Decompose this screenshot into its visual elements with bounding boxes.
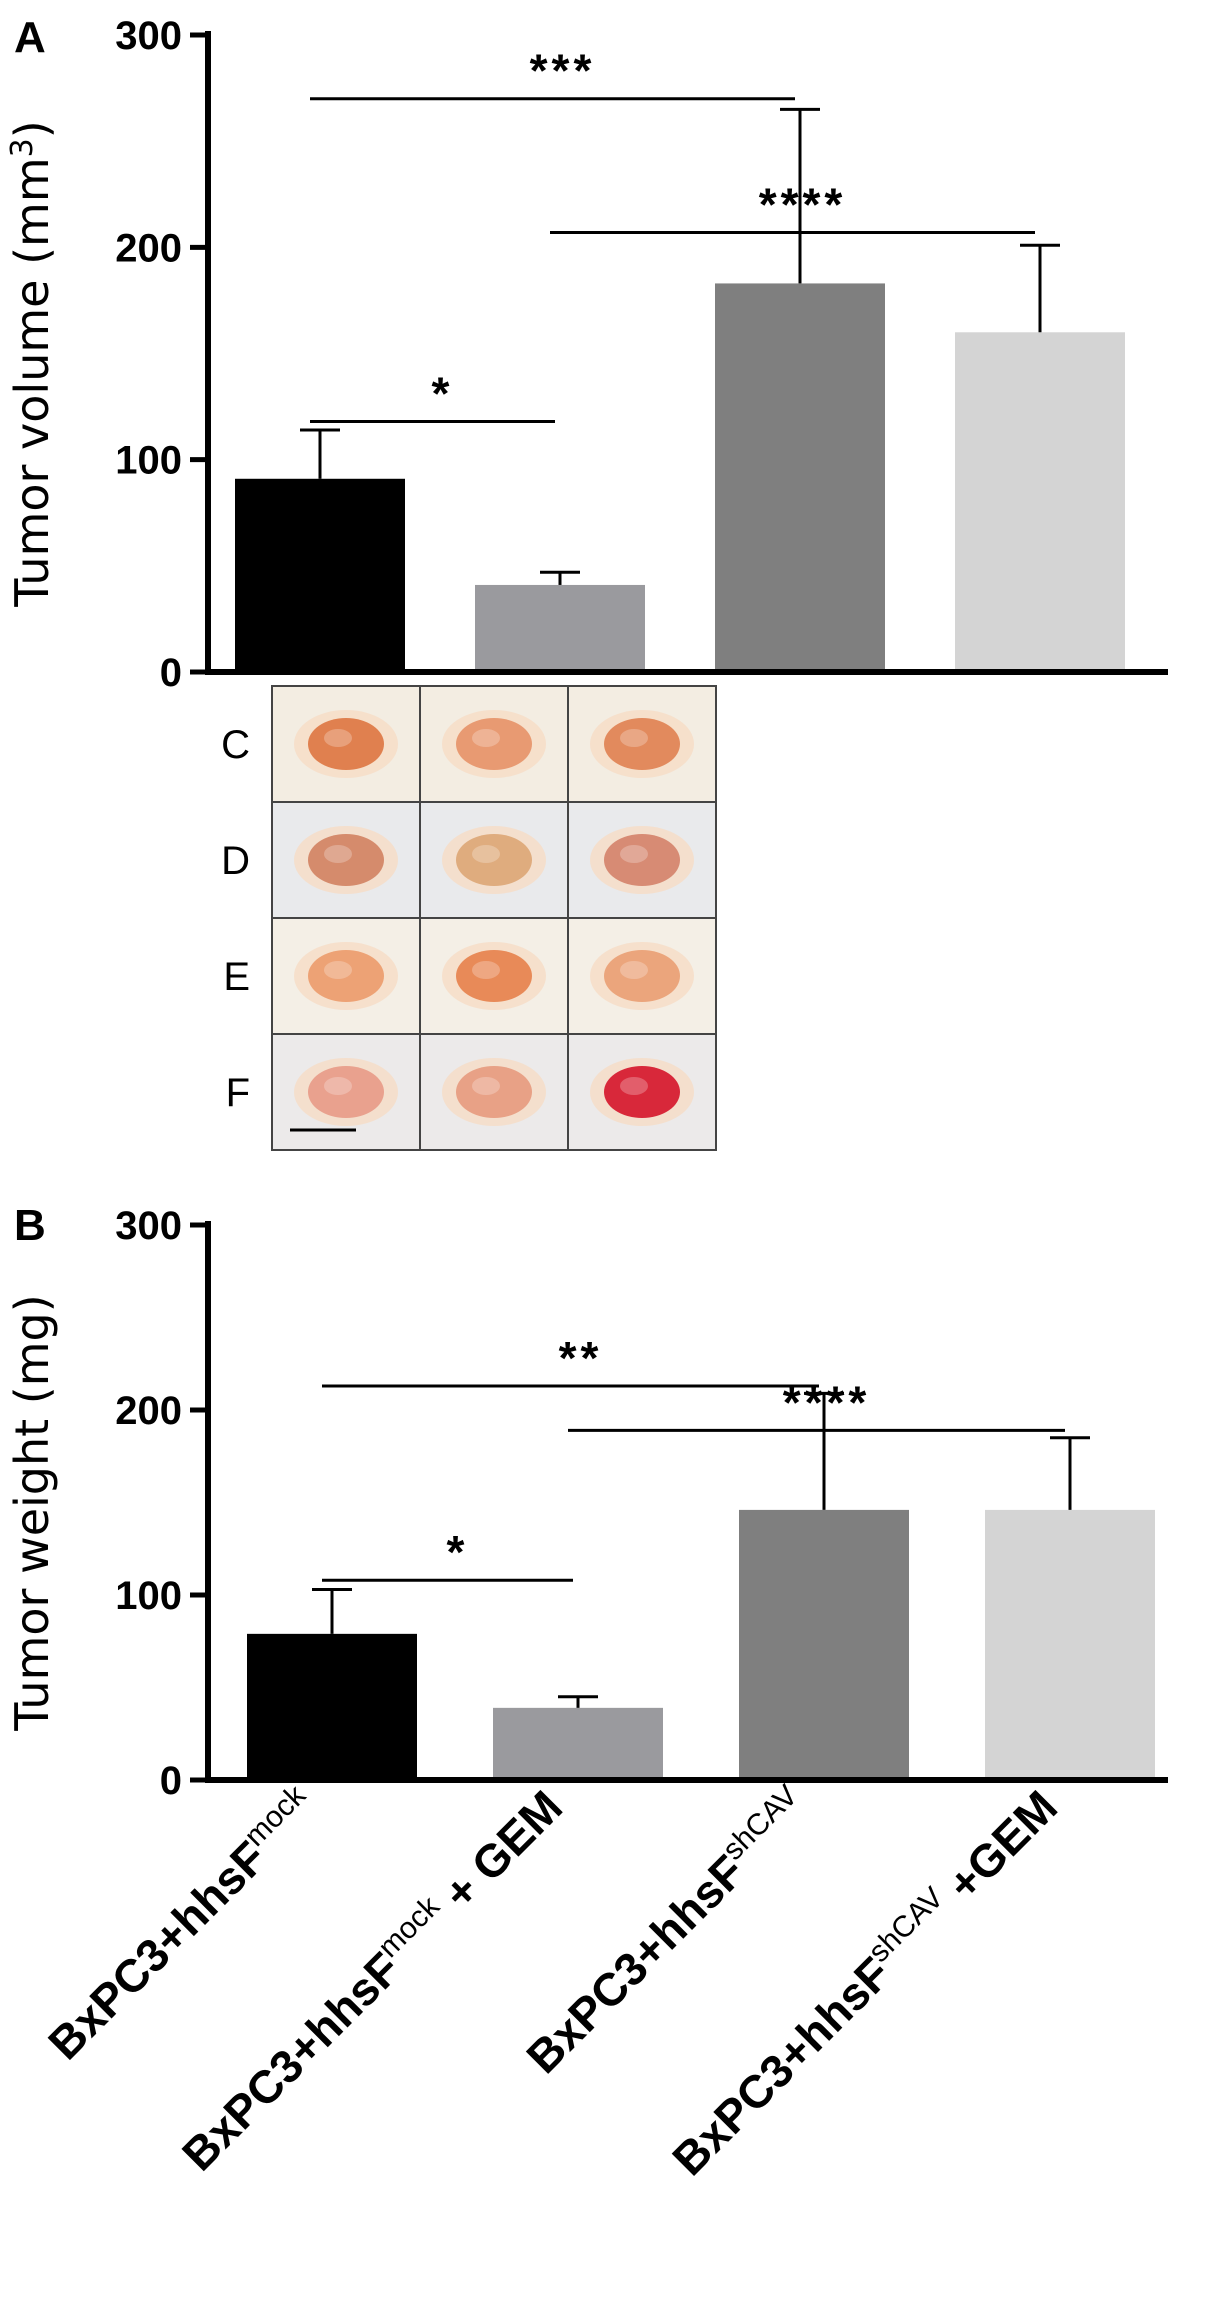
photo-row-label: C — [221, 723, 250, 767]
tumor-photo — [271, 1033, 421, 1151]
error-bar-2 — [558, 1695, 598, 1708]
error-bar-1 — [300, 428, 340, 479]
error-bar-3 — [780, 107, 820, 284]
significance-bracket: **** — [550, 178, 1035, 234]
tumor-photo — [419, 685, 569, 803]
y-axis-label: Tumor weight (mg) — [5, 1294, 59, 1731]
significance-bracket: * — [310, 367, 555, 423]
bar-4 — [955, 332, 1125, 672]
bar-1 — [247, 1633, 417, 1780]
significance-bracket: *** — [310, 45, 795, 101]
panel-b-letter: B — [14, 1201, 46, 1250]
error-bar-4 — [1020, 243, 1060, 333]
bar-3 — [715, 283, 885, 672]
photo-row-label: D — [221, 839, 250, 883]
y-tick-label: 300 — [115, 14, 182, 58]
y-tick-label: 200 — [115, 226, 182, 270]
tumor-photo — [419, 1033, 569, 1151]
tumor-photo — [419, 801, 569, 919]
bar-4 — [985, 1509, 1155, 1780]
photo-row-label: E — [223, 955, 250, 999]
significance-label: **** — [783, 1376, 871, 1428]
y-tick-label: 0 — [160, 651, 182, 695]
bar-2 — [475, 584, 645, 672]
tumor-photo — [567, 685, 717, 803]
x-category-label: BxPC3+hhsFmock — [37, 1778, 328, 2069]
bar-1 — [235, 478, 405, 672]
bar-3 — [739, 1509, 909, 1780]
tumor-photo — [271, 801, 421, 919]
y-tick-label: 0 — [160, 1759, 182, 1803]
significance-label: * — [447, 1526, 469, 1578]
significance-bracket: **** — [568, 1376, 1065, 1432]
error-bar-1 — [312, 1587, 352, 1634]
significance-bracket: * — [322, 1526, 573, 1582]
error-bar-3 — [804, 1391, 844, 1510]
bar-2 — [493, 1707, 663, 1780]
significance-label: **** — [759, 178, 847, 230]
tumor-photo — [419, 917, 569, 1035]
tumor-photo — [271, 685, 421, 803]
tumor-photo-grid: C D E F — [221, 685, 717, 1151]
significance-label: ** — [559, 1332, 603, 1384]
tumor-photo — [567, 1033, 717, 1151]
tumor-photo — [271, 917, 421, 1035]
y-tick-label: 100 — [115, 439, 182, 483]
significance-label: *** — [530, 45, 596, 97]
y-axis-label: Tumor volume (mm3) — [5, 120, 59, 607]
y-tick-label: 200 — [115, 1389, 182, 1433]
photo-row-label: F — [226, 1071, 250, 1115]
significance-label: * — [432, 367, 454, 419]
tumor-photo — [567, 801, 717, 919]
panel-a-letter: A — [14, 13, 46, 62]
y-tick-label: 300 — [115, 1204, 182, 1248]
significance-bracket: ** — [322, 1332, 819, 1388]
error-bar-4 — [1050, 1436, 1090, 1510]
tumor-photo — [567, 917, 717, 1035]
y-tick-label: 100 — [115, 1574, 182, 1618]
error-bar-2 — [540, 570, 580, 585]
